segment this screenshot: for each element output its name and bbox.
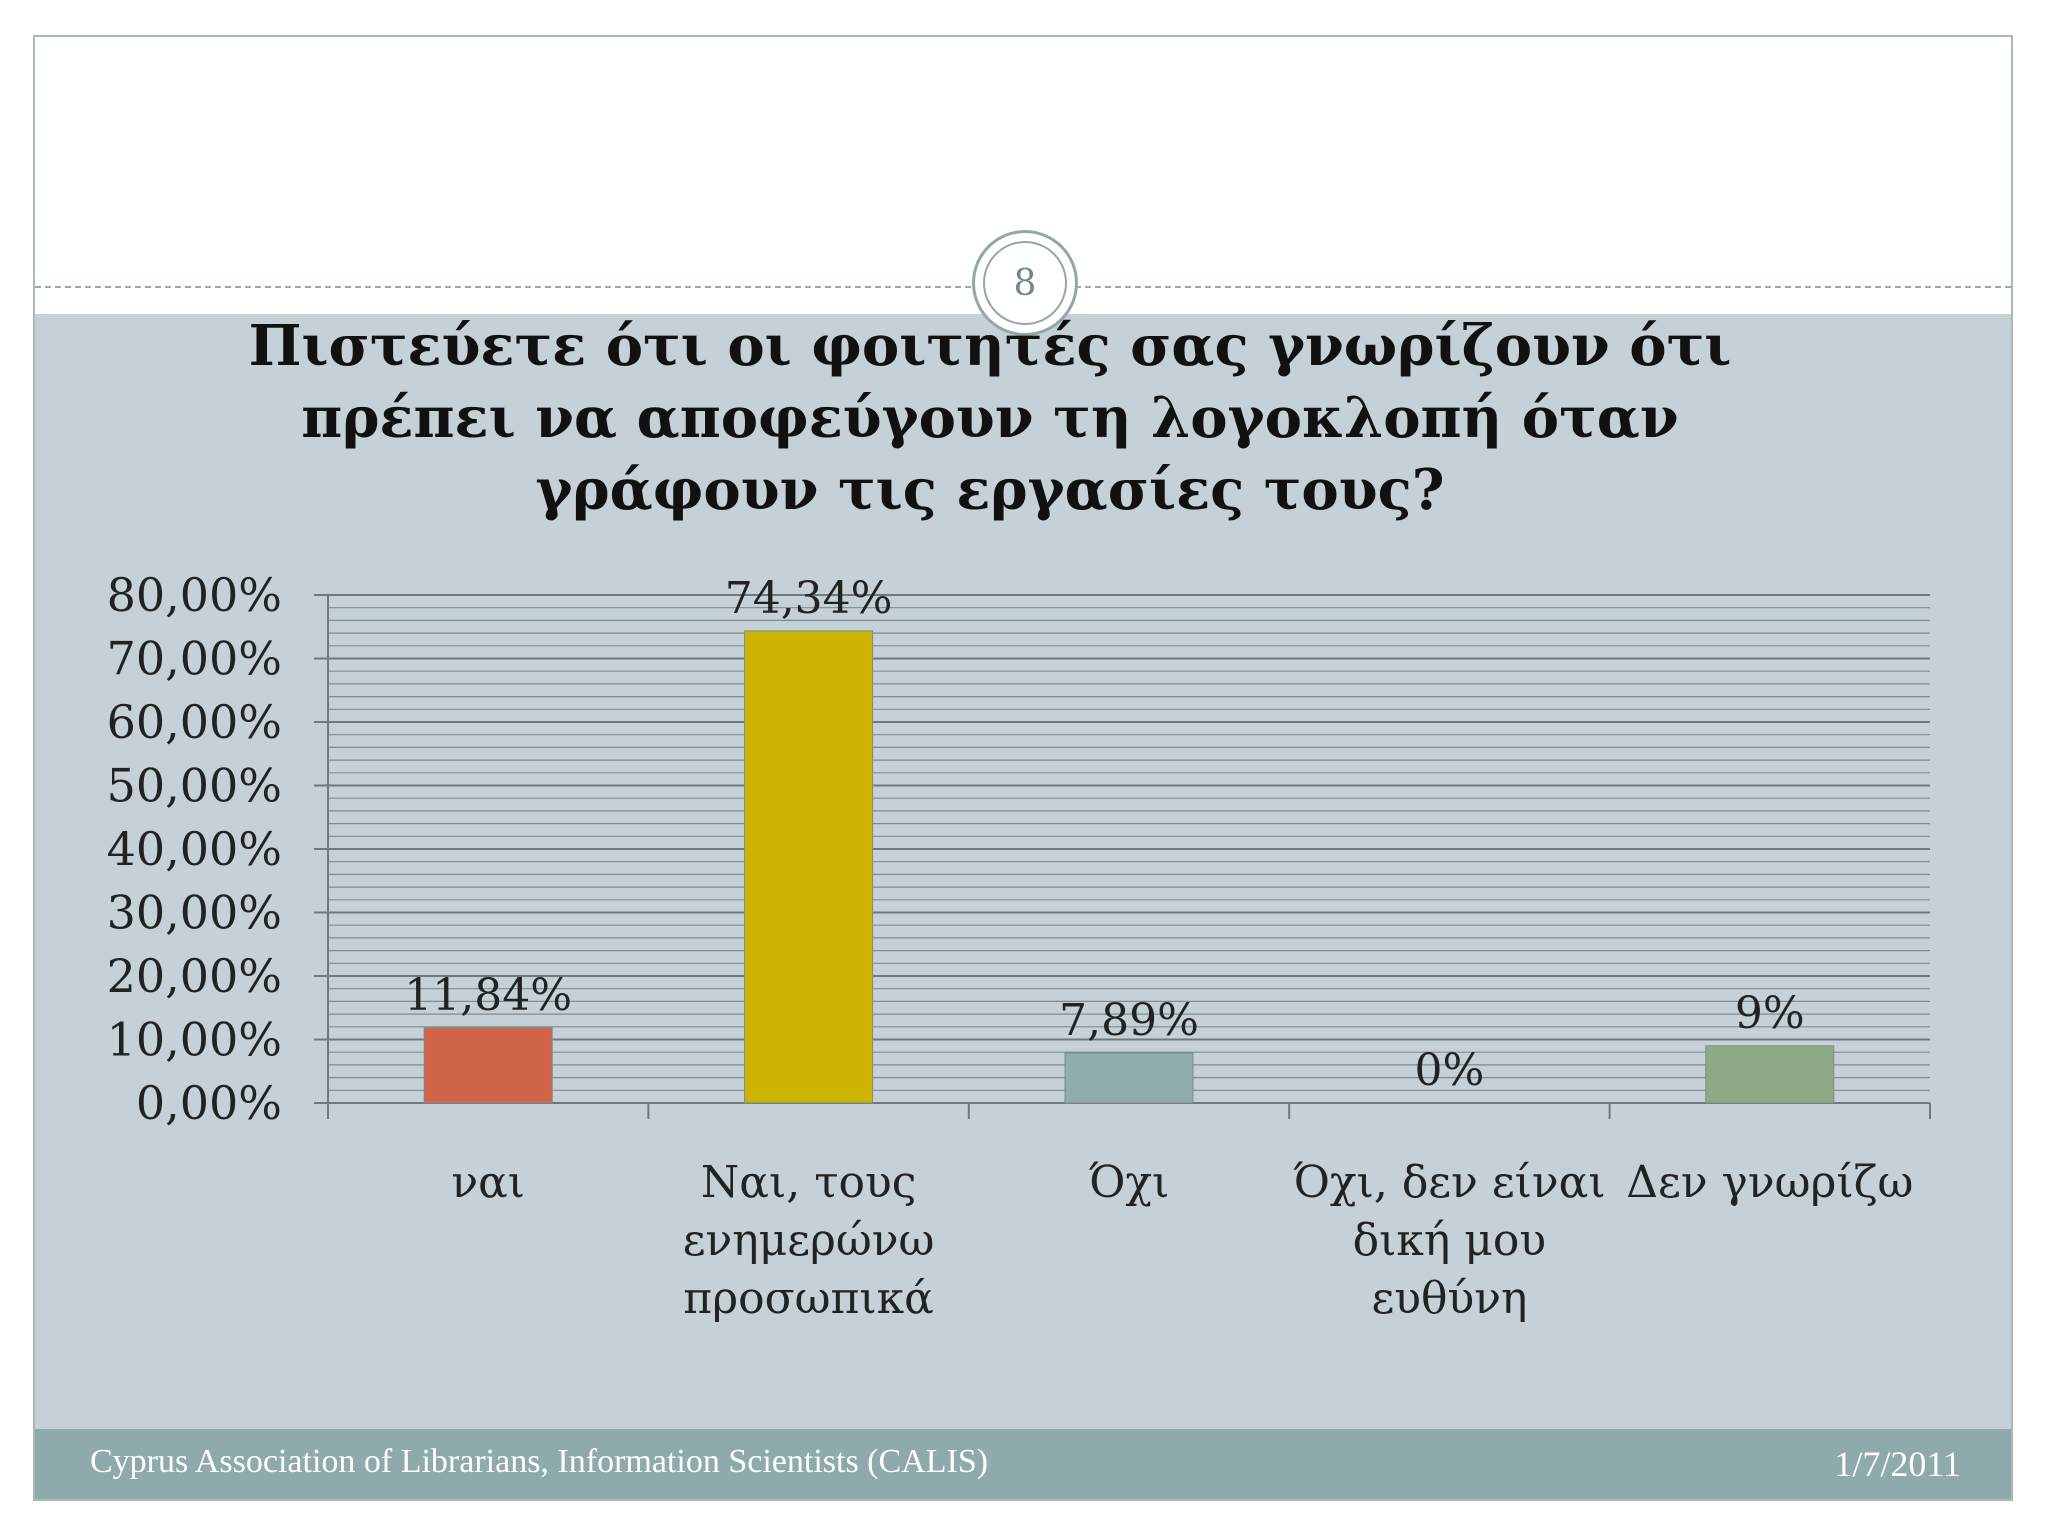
data-label: 7,89% bbox=[1059, 995, 1199, 1046]
data-label: 9% bbox=[1735, 988, 1805, 1039]
y-tick-label: 0,00% bbox=[136, 1076, 282, 1130]
bar bbox=[744, 630, 874, 1104]
chart-title-line: Πιστεύετε ότι οι φοιτητές σας γνωρίζουν … bbox=[248, 313, 1732, 379]
bar bbox=[1064, 1052, 1194, 1104]
category-label: Όχι, δεν είναι bbox=[1293, 1157, 1605, 1208]
y-tick-label: 30,00% bbox=[107, 886, 282, 940]
slide-body-band bbox=[35, 314, 2011, 1466]
slide-footer: Cyprus Association of Librarians, Inform… bbox=[35, 1429, 2011, 1499]
data-label: 11,84% bbox=[404, 970, 572, 1021]
bar bbox=[1705, 1045, 1835, 1104]
y-tick-label: 50,00% bbox=[107, 759, 282, 813]
category-label: Ναι, τους bbox=[701, 1157, 917, 1208]
category-label: ναι bbox=[451, 1157, 525, 1208]
category-label: ενημερώνω bbox=[683, 1215, 935, 1266]
bar bbox=[423, 1027, 553, 1104]
data-label: 74,34% bbox=[725, 573, 893, 624]
chart-title-line: γράφουν τις εργασίες τους? bbox=[535, 457, 1445, 523]
page-number: 8 bbox=[983, 241, 1067, 325]
y-tick-label: 20,00% bbox=[107, 949, 282, 1003]
footer-organization: Cyprus Association of Librarians, Inform… bbox=[90, 1443, 989, 1480]
page-number-badge: 8 bbox=[972, 230, 1078, 336]
category-label: δική μου bbox=[1353, 1215, 1546, 1266]
y-tick-label: 60,00% bbox=[107, 695, 282, 749]
category-label: προσωπικά bbox=[683, 1273, 934, 1324]
footer-date: 1/7/2011 bbox=[1834, 1444, 1961, 1484]
chart-title-line: πρέπει να αποφεύγουν τη λογοκλοπή όταν bbox=[301, 385, 1679, 451]
y-tick-label: 70,00% bbox=[107, 632, 282, 686]
y-tick-label: 80,00% bbox=[107, 568, 282, 622]
y-tick-label: 10,00% bbox=[107, 1013, 282, 1067]
category-label: Δεν γνωρίζω bbox=[1626, 1157, 1913, 1208]
y-tick-label: 40,00% bbox=[107, 822, 282, 876]
chart-title: Πιστεύετε ότι οι φοιτητές σας γνωρίζουν … bbox=[230, 310, 1750, 526]
slide: 8 Cyprus Association of Librarians, Info… bbox=[33, 35, 2013, 1501]
category-label: Όχι bbox=[1089, 1157, 1170, 1208]
category-label: ευθύνη bbox=[1371, 1273, 1527, 1324]
data-label: 0% bbox=[1414, 1045, 1484, 1096]
